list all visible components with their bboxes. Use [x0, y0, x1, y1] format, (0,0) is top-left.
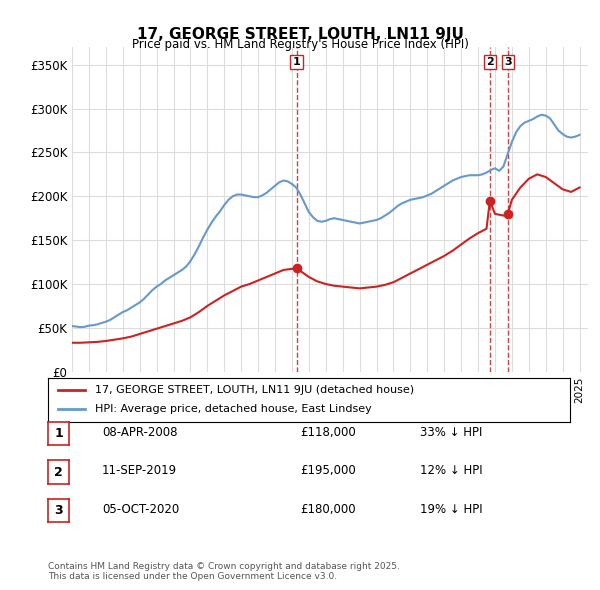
Text: 1: 1: [54, 427, 63, 440]
Text: 3: 3: [504, 57, 512, 67]
Text: 1: 1: [293, 57, 301, 67]
Text: 11-SEP-2019: 11-SEP-2019: [102, 464, 177, 477]
Text: 08-APR-2008: 08-APR-2008: [102, 426, 178, 439]
Text: 17, GEORGE STREET, LOUTH, LN11 9JU (detached house): 17, GEORGE STREET, LOUTH, LN11 9JU (deta…: [95, 385, 414, 395]
Text: 2: 2: [486, 57, 494, 67]
Text: £180,000: £180,000: [300, 503, 356, 516]
Text: £118,000: £118,000: [300, 426, 356, 439]
Text: HPI: Average price, detached house, East Lindsey: HPI: Average price, detached house, East…: [95, 405, 372, 414]
Text: £195,000: £195,000: [300, 464, 356, 477]
Text: 3: 3: [54, 504, 63, 517]
Text: Contains HM Land Registry data © Crown copyright and database right 2025.
This d: Contains HM Land Registry data © Crown c…: [48, 562, 400, 581]
Text: 17, GEORGE STREET, LOUTH, LN11 9JU: 17, GEORGE STREET, LOUTH, LN11 9JU: [137, 27, 463, 41]
Text: 05-OCT-2020: 05-OCT-2020: [102, 503, 179, 516]
Text: Price paid vs. HM Land Registry's House Price Index (HPI): Price paid vs. HM Land Registry's House …: [131, 38, 469, 51]
Text: 12% ↓ HPI: 12% ↓ HPI: [420, 464, 482, 477]
Text: 33% ↓ HPI: 33% ↓ HPI: [420, 426, 482, 439]
Text: 2: 2: [54, 466, 63, 478]
Text: 19% ↓ HPI: 19% ↓ HPI: [420, 503, 482, 516]
